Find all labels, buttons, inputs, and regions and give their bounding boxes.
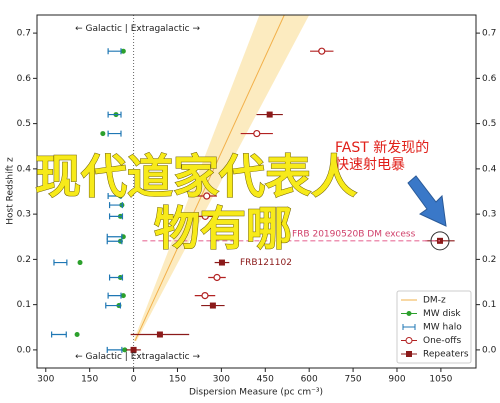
mw-halo-bar [107, 193, 122, 200]
highlight-ring [430, 231, 450, 251]
halo-bar-shape [107, 292, 122, 299]
x-tick-label: 0 [131, 375, 137, 385]
overlay-caption: FAST 新发现的 [335, 140, 429, 156]
legend-swatch [402, 324, 416, 330]
x-tick-label: 750 [344, 375, 361, 385]
mw-halo-bar [53, 259, 68, 266]
overlay-headline: 物有哪 [154, 202, 292, 256]
x-tick-label: 600 [301, 375, 318, 385]
mw-halo-bar [51, 331, 67, 338]
pointer-arrow [407, 175, 447, 227]
halo-bar-shape [107, 193, 122, 200]
y2-tick-label: 0.3 [482, 210, 496, 220]
mw-halo-bar [108, 213, 124, 220]
y2-tick-label: 0.6 [482, 74, 497, 84]
mw-halo-bar [107, 292, 122, 299]
one-off-point [201, 291, 209, 300]
frb121102-label: FRB121102 [240, 258, 292, 268]
one-off-point [318, 47, 326, 55]
mw-halo-bar [105, 302, 122, 309]
halo-bar-shape [108, 202, 124, 209]
x-tick-label: 1050 [429, 375, 452, 385]
mw-disk-point [77, 260, 83, 266]
one-off-point [213, 273, 221, 282]
legend-swatch [405, 337, 413, 344]
legend-label: DM-z [423, 296, 446, 306]
x-tick-label: 450 [257, 375, 274, 385]
y-tick-label: 0.1 [17, 300, 31, 310]
overlay-caption: 快速射电暴 [335, 157, 405, 173]
halo-bar-shape [107, 130, 122, 137]
repeater-point [266, 111, 273, 118]
legend-box [396, 290, 472, 364]
mw-halo-bar [108, 202, 124, 209]
y-tick-label: 0.6 [17, 74, 32, 84]
repeater-point [209, 302, 216, 309]
one-off-point [203, 192, 211, 200]
mw-halo-bar [108, 274, 124, 281]
y-axis-label: Host Redshift z [6, 157, 16, 225]
halo-bar-shape [53, 259, 68, 266]
mw-disk-point [74, 332, 80, 338]
overlay-headline: 现代道家代表人 [35, 150, 357, 204]
y-tick-label: 0.7 [17, 29, 31, 39]
halo-bar-shape [108, 274, 124, 281]
y2-tick-label: 0.5 [482, 119, 496, 129]
mw-disk-point [120, 48, 126, 54]
mw-halo-bar [106, 346, 123, 353]
legend-swatch [406, 351, 412, 357]
galactic-bottom: ← Galactic | Extragalactic → [75, 352, 200, 362]
dm-excess-label: FRB 20190520B DM excess [292, 229, 416, 239]
y-tick-label: 0.3 [17, 210, 31, 220]
halo-bar-shape [108, 213, 124, 220]
x-axis-label: Dispersion Measure (pc cm⁻³) [189, 388, 323, 398]
one-off-point [253, 129, 261, 138]
plot-area [51, 15, 455, 368]
halo-bar-shape [106, 233, 123, 240]
x-tick-label: 150 [169, 375, 186, 385]
mw-disk-point [122, 347, 128, 353]
mw-halo-bar [106, 233, 123, 240]
plot-frame [36, 14, 477, 369]
mw-disk-point [100, 131, 106, 137]
legend-label: MW disk [423, 309, 461, 319]
y2-tick-label: 0.0 [482, 345, 497, 355]
y2-tick-label: 0.1 [482, 300, 496, 310]
y-tick-label: 0.4 [17, 164, 32, 174]
legend-label: Repeaters [423, 350, 469, 360]
mw-halo-bar [107, 130, 122, 137]
x-tick-label: 300 [213, 375, 230, 385]
halo-bar-shape [106, 346, 123, 353]
legend-label: One-offs [423, 336, 461, 346]
x-tick-label: 150 [81, 375, 98, 385]
galactic-top: ← Galactic | Extragalactic → [75, 24, 200, 34]
legend-label: MW halo [423, 323, 462, 333]
halo-bar-shape [106, 238, 123, 245]
x-tick-label: 300 [37, 375, 54, 385]
dm-z-band [133, 15, 310, 341]
y2-tick-label: 0.2 [482, 255, 496, 265]
x-tick-label: 900 [388, 375, 405, 385]
repeater-point [130, 346, 137, 353]
halo-bar-shape [51, 331, 67, 338]
y2-tick-label: 0.4 [482, 164, 497, 174]
mw-halo-bar [107, 48, 122, 55]
halo-bar-shape [107, 48, 122, 55]
y2-tick-label: 0.7 [482, 29, 496, 39]
dm-z-line [134, 15, 285, 342]
y-tick-label: 0.2 [17, 255, 31, 265]
halo-bar-shape [107, 111, 122, 118]
repeater-point [156, 331, 163, 338]
repeater-point [218, 259, 225, 266]
legend-swatch [406, 311, 412, 316]
one-off-point [201, 212, 209, 220]
halo-bar-shape [105, 302, 122, 309]
y-tick-label: 0.5 [17, 119, 31, 129]
y-tick-label: 0.0 [17, 345, 32, 355]
mw-halo-bar [106, 238, 123, 245]
mw-halo-bar [107, 111, 122, 118]
mw-disk-point [120, 293, 126, 299]
